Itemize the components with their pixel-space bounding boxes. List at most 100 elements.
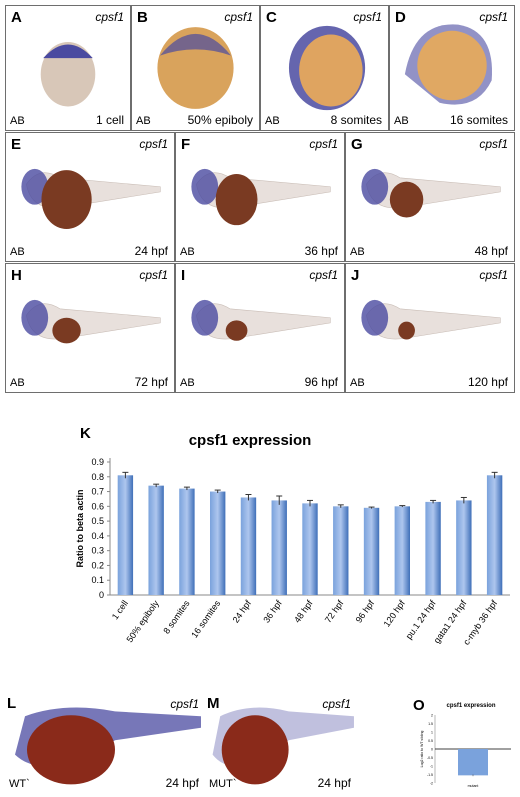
embryo-panel: F cpsf1 AB 36 hpf <box>175 132 345 262</box>
embryo-panel: A cpsf1 AB 1 cell <box>5 5 131 131</box>
gene-label: cpsf1 <box>479 137 508 151</box>
bar <box>240 497 257 595</box>
stage-label: 50% epiboly <box>187 113 253 127</box>
gene-label: cpsf1 <box>170 697 199 711</box>
strain-label: AB <box>394 115 409 127</box>
stage-label: 120 hpf <box>467 375 508 389</box>
y-tick-label: -1 <box>430 765 433 769</box>
gene-label: cpsf1 <box>309 268 338 282</box>
bar <box>363 507 380 595</box>
x-tick-label: 8 somites <box>161 598 192 636</box>
gene-label: cpsf1 <box>309 137 338 151</box>
x-tick-label: 36 hpf <box>261 598 284 625</box>
strain-label: AB <box>180 377 195 389</box>
embryo-panel: C cpsf1 AB 8 somites <box>260 5 389 131</box>
embryo-image <box>21 168 161 229</box>
embryo-panel: D cpsf1 AB 16 somites <box>389 5 515 131</box>
chart-title: cpsf1 expression <box>446 703 495 709</box>
panel-label: G <box>351 136 363 153</box>
stage-label: 1 cell <box>95 113 124 127</box>
bar <box>458 749 488 776</box>
bar <box>456 500 472 595</box>
panel-label: L <box>7 695 17 712</box>
embryo-image <box>40 41 96 107</box>
x-tick-label: 48 hpf <box>292 598 315 625</box>
embryo-image <box>212 707 354 785</box>
gene-label: cpsf1 <box>479 10 508 24</box>
y-axis-label: Ratio to beta actin <box>75 489 85 567</box>
y-tick-label: 2 <box>431 714 433 718</box>
y-tick-label: 0.1 <box>91 575 104 585</box>
stage-label: 8 somites <box>330 113 382 127</box>
strain-label: AB <box>180 246 195 258</box>
strain-label: AB <box>136 115 151 127</box>
gene-label: cpsf1 <box>353 10 382 24</box>
y-tick-label: 1.5 <box>428 722 433 726</box>
y-tick-label: 0.2 <box>91 560 104 570</box>
y-tick-label: 0.5 <box>428 739 433 743</box>
strain-label: AB <box>10 377 25 389</box>
panel-label: M <box>207 695 220 712</box>
embryo-image <box>21 299 161 344</box>
y-axis-label: Log2 ratio to WT sibling <box>420 731 424 768</box>
bar <box>302 503 318 595</box>
strain-label: WT` <box>9 778 30 790</box>
x-tick-label: pu.1 24 hpf <box>404 598 438 641</box>
bar <box>179 488 195 595</box>
embryo-image <box>361 168 501 218</box>
panel-label: E <box>11 136 22 153</box>
gene-label: cpsf1 <box>139 137 168 151</box>
embryo-image <box>191 168 331 226</box>
stage-label: 16 somites <box>449 113 508 127</box>
stage-label: 24 hpf <box>134 244 168 258</box>
panel-label: C <box>266 9 277 26</box>
embryo-panel: G cpsf1 AB 48 hpf <box>345 132 515 262</box>
bar <box>271 500 287 595</box>
bar <box>148 485 164 595</box>
x-tick-label: 24 hpf <box>231 598 254 625</box>
embryo-panel: J cpsf1 AB 120 hpf <box>345 263 515 393</box>
embryo-panel-bottom: M cpsf1 MUT` 24 hpf <box>205 695 357 793</box>
embryo-image <box>157 27 234 109</box>
embryo-image <box>404 24 493 105</box>
panel-o: O <box>413 697 516 793</box>
y-tick-label: 0.8 <box>91 472 104 482</box>
strain-label: AB <box>350 377 365 389</box>
y-tick-label: 1 <box>431 731 433 735</box>
gene-label: cpsf1 <box>139 268 168 282</box>
y-tick-label: 0.6 <box>91 501 104 511</box>
stage-label: 24 hpf <box>165 776 199 790</box>
y-tick-label: -1.5 <box>427 773 433 777</box>
embryo-panel-bottom: L cpsf1 WT` 24 hpf <box>5 695 205 793</box>
x-tick-label: 1 cell <box>110 598 130 621</box>
embryo-panel: B cpsf1 AB 50% epiboly <box>131 5 260 131</box>
y-tick-label: 0.9 <box>91 457 104 467</box>
mutant-expression-chart: cpsf1 expression 2 1.5 1 0.5 0 -0.5 -1 -1.5 -2 Log… <box>420 703 511 788</box>
strain-label: MUT` <box>209 778 237 790</box>
expression-bar-chart: cpsf1 expression 0 0.1 0.2 0.3 0.4 0.5 0.6 0.7 0.… <box>75 432 510 647</box>
y-tick-label: 0.5 <box>91 516 104 526</box>
stage-label: 48 hpf <box>474 244 508 258</box>
panel-label: I <box>181 267 186 284</box>
strain-label: AB <box>265 115 280 127</box>
embryo-image <box>191 299 331 341</box>
strain-label: AB <box>350 246 365 258</box>
y-tick-label: -2 <box>430 782 433 786</box>
stage-label: 72 hpf <box>134 375 168 389</box>
y-tick-label: 0.3 <box>91 546 104 556</box>
x-tick-label: 72 hpf <box>323 598 346 625</box>
bar <box>486 475 503 595</box>
gene-label: cpsf1 <box>479 268 508 282</box>
x-tick-label: 120 hpf <box>382 598 408 629</box>
panel-k: K <box>80 425 520 675</box>
bar <box>210 491 226 595</box>
gene-label: cpsf1 <box>224 10 253 24</box>
y-tick-label: 0 <box>99 590 104 600</box>
panel-label: F <box>181 136 191 153</box>
bar <box>425 501 441 595</box>
panel-label: B <box>137 9 148 26</box>
stage-label: 24 hpf <box>317 776 351 790</box>
bar <box>117 475 134 595</box>
y-tick-label: 0 <box>431 748 433 752</box>
y-tick-label: -0.5 <box>427 756 433 760</box>
